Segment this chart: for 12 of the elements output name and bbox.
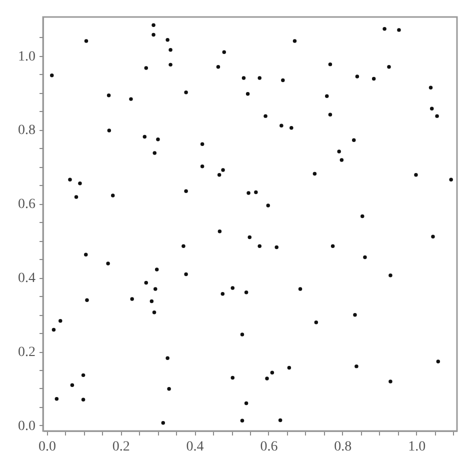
y-tick-label: 0.4: [18, 271, 36, 286]
x-tick-label: 0.2: [112, 440, 130, 454]
y-tick-label: 1.0: [18, 49, 36, 64]
x-tick-label: 0.8: [334, 440, 352, 454]
y-tick-label: 0.2: [18, 345, 36, 360]
y-tick-label: 0.8: [18, 123, 36, 138]
y-tick-label: 0.0: [18, 418, 36, 434]
x-tick-label: 0.4: [186, 440, 204, 454]
x-tick-label: 0.6: [260, 440, 278, 454]
x-tick-label: 1.0: [408, 440, 426, 454]
y-tick-label: 0.6: [18, 197, 36, 212]
x-tick-label: 0.0: [38, 440, 56, 454]
